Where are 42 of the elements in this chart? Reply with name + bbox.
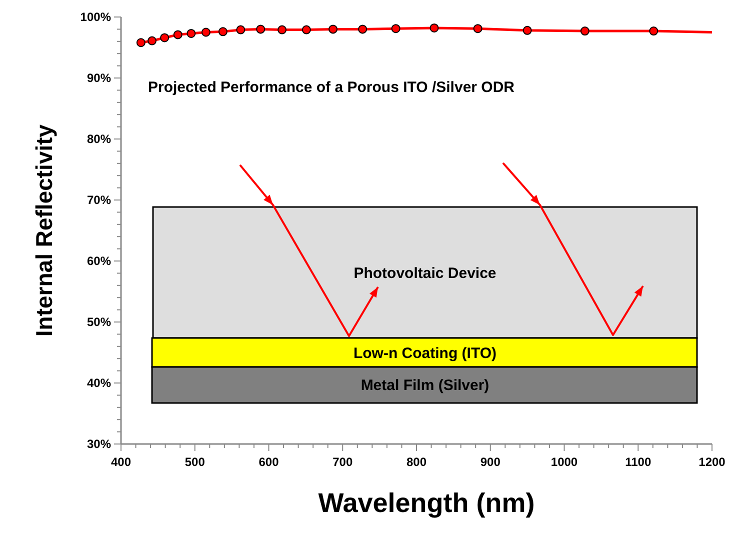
y-tick-label: 60% <box>86 254 112 268</box>
point <box>473 24 482 34</box>
point <box>236 25 246 34</box>
y-tick-label: 70% <box>86 193 112 207</box>
x-tick-label: 800 <box>406 455 427 469</box>
x-tick-label: 1100 <box>625 455 652 469</box>
point <box>186 28 196 38</box>
x-tick-label: 700 <box>332 455 353 469</box>
x-tick-label: 900 <box>480 455 501 469</box>
point <box>160 33 170 42</box>
y-tick-label: 100% <box>80 10 112 24</box>
point <box>391 24 400 34</box>
point <box>430 23 439 32</box>
x-tick-label: 400 <box>110 455 132 469</box>
point <box>358 24 368 34</box>
point <box>136 38 146 48</box>
point <box>649 26 658 36</box>
annotation: Photovoltaic Device <box>354 265 496 282</box>
point <box>148 36 157 46</box>
x-tick-label: 1000 <box>550 455 578 469</box>
text: Projected Performance of a Porous ITO /Silver ODR <box>148 79 515 96</box>
point <box>522 26 532 35</box>
y-tick-label: 80% <box>86 132 112 146</box>
y-tick-label: 40% <box>86 376 112 390</box>
point <box>256 24 266 34</box>
annotation: Metal Film (Silver) <box>360 377 490 394</box>
annotation: Low-n Coating (ITO) <box>353 345 497 362</box>
point <box>218 27 228 36</box>
point <box>580 26 590 36</box>
y-tick-label: 90% <box>86 71 112 85</box>
point <box>278 25 287 34</box>
x-tick-label: 600 <box>258 455 280 469</box>
y-axis-title: Internal Reflectivity <box>31 124 57 337</box>
point <box>173 30 182 40</box>
x-tick-label: 1200 <box>698 455 726 469</box>
point <box>201 28 210 37</box>
x-axis-title: Wavelength (nm) <box>318 488 535 518</box>
x-tick-label: 500 <box>184 455 206 469</box>
y-tick-label: 30% <box>86 437 112 451</box>
point <box>328 24 338 34</box>
y-tick-label: 50% <box>86 315 112 329</box>
point <box>302 25 311 34</box>
